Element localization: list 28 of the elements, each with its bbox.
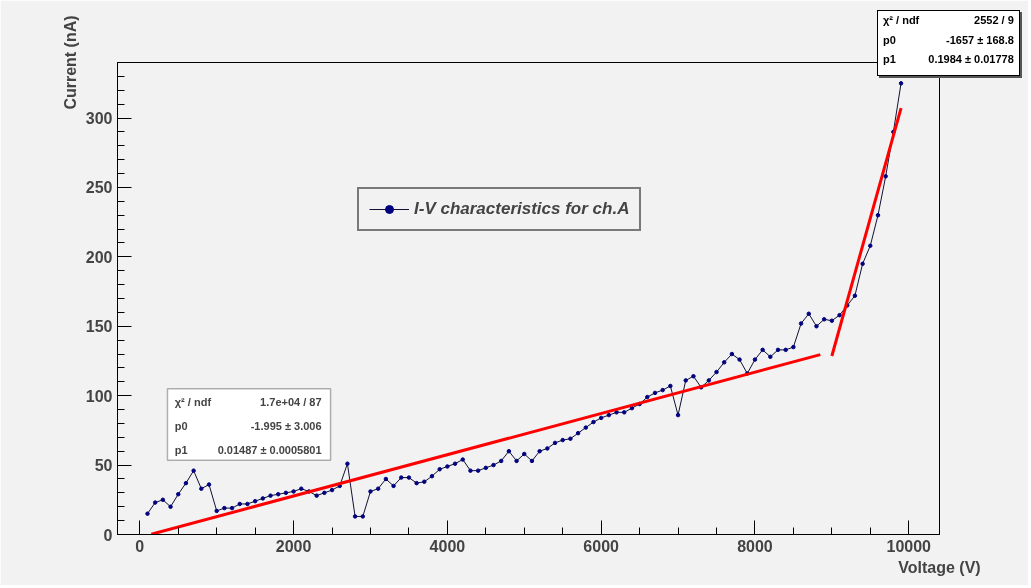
text: χ² / ndf (882, 13, 921, 28)
text: 2552 / 9 (973, 13, 1015, 28)
x-tick-label: 4000 (429, 537, 466, 555)
annotation: p1 (882, 52, 897, 68)
annotation: 0.01487 ± 0.0005801 (217, 443, 322, 456)
annotation: p1 (174, 443, 188, 456)
y-tick-label: 150 (85, 318, 113, 336)
text: p0 (882, 32, 897, 48)
annotation: p0 (174, 420, 188, 433)
x-tick-label: 0 (135, 537, 145, 555)
x-tick-label: 10000 (886, 537, 932, 555)
annotation: χ² / ndf (174, 396, 212, 409)
x-axis-title: Voltage (V) (898, 558, 981, 576)
y-tick-label: 300 (85, 110, 113, 128)
y-tick-label: 100 (85, 387, 113, 405)
y-tick-label: 50 (94, 457, 113, 475)
annotation: -1.995 ± 3.006 (250, 420, 322, 433)
annotation: 1.7e+04 / 87 (260, 396, 322, 409)
legend-label: I-V characteristics for ch.A (414, 199, 630, 219)
annotation: 0.1984 ± 0.01778 (927, 52, 1015, 68)
x-tick-label: 8000 (737, 537, 773, 555)
y-tick-label: 250 (85, 179, 113, 197)
y-axis-title: Current (nA) (61, 15, 79, 110)
x-tick-label: 6000 (583, 537, 620, 555)
text: -1657 ± 168.8 (945, 32, 1015, 48)
y-tick-label: 0 (103, 526, 113, 544)
x-tick-label: 2000 (275, 537, 312, 555)
y-tick-label: 200 (85, 248, 113, 266)
